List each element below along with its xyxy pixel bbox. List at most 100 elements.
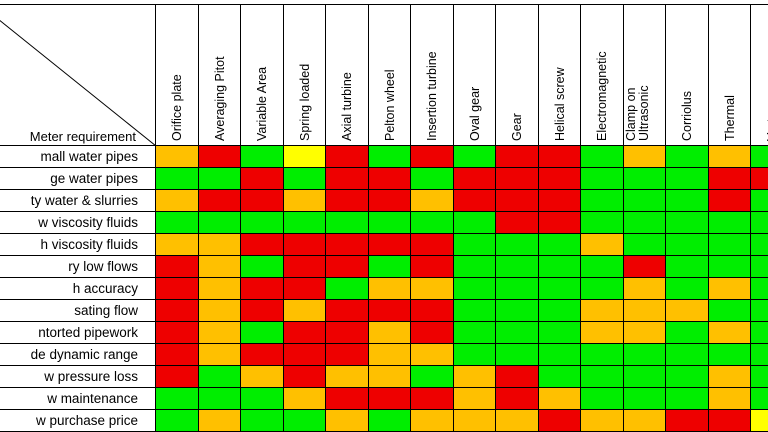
rating-cell xyxy=(452,387,496,410)
row-label-w-viscosity-fluids: w viscosity fluids xyxy=(0,211,155,233)
rating-cell xyxy=(240,409,284,432)
rating-cell xyxy=(240,145,284,168)
rating-cell xyxy=(580,387,624,410)
rating-cell xyxy=(452,145,496,168)
row-label-text: ty water & slurries xyxy=(30,193,138,208)
rating-cell xyxy=(452,167,496,190)
row-label-ge-water-pipes: ge water pipes xyxy=(0,167,155,189)
rating-cell xyxy=(622,387,666,410)
rating-cell xyxy=(452,321,496,344)
column-header-pelton-wheel: Pelton wheel xyxy=(367,4,411,145)
rating-cell xyxy=(707,189,751,212)
rating-cell xyxy=(240,321,284,344)
rating-cell xyxy=(282,343,326,366)
rating-cell xyxy=(155,409,199,432)
rating-cell xyxy=(750,255,768,278)
rating-cell xyxy=(282,167,326,190)
rating-cell xyxy=(622,299,666,322)
rating-cell xyxy=(240,277,284,300)
rating-cell xyxy=(155,167,199,190)
rating-cell xyxy=(410,321,454,344)
rating-cell xyxy=(282,211,326,234)
rating-cell xyxy=(367,145,411,168)
rating-cell xyxy=(580,145,624,168)
rating-cell xyxy=(537,167,581,190)
rating-cell xyxy=(282,365,326,388)
row-label-de-dynamic-range: de dynamic range xyxy=(0,343,155,365)
column-header-helical-screw: Helical screw xyxy=(537,4,581,145)
rating-cell xyxy=(452,299,496,322)
rating-cell xyxy=(197,255,241,278)
rating-cell xyxy=(325,189,369,212)
rating-cell xyxy=(537,387,581,410)
row-label-text: h accuracy xyxy=(72,281,138,296)
rating-cell xyxy=(750,365,768,388)
rating-cell xyxy=(580,167,624,190)
rating-cell xyxy=(197,299,241,322)
rating-cell xyxy=(622,189,666,212)
corner-header: Meter requirement xyxy=(0,4,156,145)
rating-cell xyxy=(410,189,454,212)
row-label-sating-flow: sating flow xyxy=(0,299,155,321)
rating-cell xyxy=(155,233,199,256)
rating-cell xyxy=(155,189,199,212)
row-label-text: w pressure loss xyxy=(44,369,138,384)
column-header-text: Variable Area xyxy=(255,66,270,141)
rating-cell xyxy=(707,365,751,388)
rating-cell xyxy=(750,343,768,366)
rating-cell xyxy=(707,343,751,366)
rating-cell xyxy=(707,145,751,168)
rating-cell xyxy=(240,343,284,366)
rating-cell xyxy=(750,167,768,190)
row-label-text: w maintenance xyxy=(47,391,138,406)
rating-cell xyxy=(325,167,369,190)
rating-cell xyxy=(622,365,666,388)
rating-cell xyxy=(367,277,411,300)
rating-cell xyxy=(665,233,709,256)
row-label-w-pressure-loss: w pressure loss xyxy=(0,365,155,387)
rating-cell xyxy=(410,145,454,168)
rating-cell xyxy=(537,233,581,256)
rating-cell xyxy=(410,343,454,366)
rating-cell xyxy=(197,409,241,432)
rating-cell xyxy=(622,167,666,190)
rating-cell xyxy=(410,233,454,256)
rating-cell xyxy=(197,145,241,168)
rating-cell xyxy=(580,189,624,212)
rating-cell xyxy=(240,299,284,322)
rating-cell xyxy=(707,277,751,300)
rating-cell xyxy=(495,409,539,432)
rating-cell xyxy=(537,343,581,366)
row-label-text: ge water pipes xyxy=(50,171,138,186)
rating-cell xyxy=(367,409,411,432)
column-header-text: Thermal xyxy=(722,95,737,141)
rating-cell xyxy=(537,277,581,300)
rating-cell xyxy=(580,255,624,278)
column-header-text: Oval gear xyxy=(467,86,482,141)
rating-cell xyxy=(537,365,581,388)
rating-cell xyxy=(282,409,326,432)
column-header-clamp-on-ultrasonic: Clamp on Ultrasonic xyxy=(622,4,666,145)
rating-cell xyxy=(325,409,369,432)
corner-diagonal xyxy=(0,19,156,145)
rating-cell xyxy=(282,299,326,322)
rating-cell xyxy=(665,343,709,366)
row-label-text: sating flow xyxy=(74,303,138,318)
column-header-thermal: Thermal xyxy=(707,4,751,145)
rating-cell xyxy=(495,145,539,168)
rating-cell xyxy=(580,343,624,366)
rating-cell xyxy=(325,321,369,344)
rating-cell xyxy=(622,277,666,300)
rating-cell xyxy=(452,343,496,366)
column-header-text: Orifice plate xyxy=(170,74,185,141)
rating-cell xyxy=(240,365,284,388)
rating-cell xyxy=(325,299,369,322)
column-header-text: Averaging Pitot xyxy=(212,56,227,141)
column-header-text: Corriolus xyxy=(680,90,695,141)
rating-cell xyxy=(707,321,751,344)
column-header-spring-loaded: Spring loaded xyxy=(282,4,326,145)
column-header-text: Gear xyxy=(510,113,525,141)
rating-cell xyxy=(325,211,369,234)
rating-cell xyxy=(622,145,666,168)
